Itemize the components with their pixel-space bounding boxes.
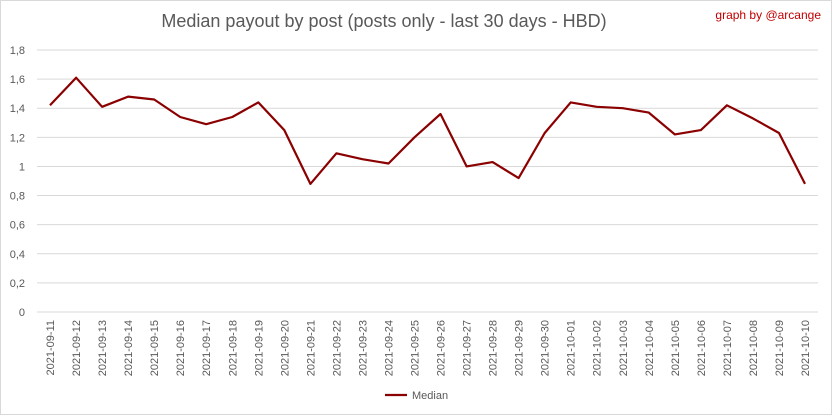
legend-label: Median <box>412 390 448 402</box>
x-tick: 2021-10-10 <box>800 320 812 376</box>
x-tick-label: 2021-09-30 <box>540 320 552 376</box>
y-tick-label: 1,6 <box>10 74 25 86</box>
x-tick-label: 2021-10-02 <box>592 320 604 376</box>
x-tick: 2021-09-20 <box>279 320 291 376</box>
y-tick-label: 0,2 <box>10 278 25 290</box>
x-tick-label: 2021-09-20 <box>279 320 291 376</box>
x-tick: 2021-09-23 <box>357 320 369 376</box>
x-tick: 2021-09-28 <box>488 320 500 376</box>
x-tick: 2021-10-02 <box>592 320 604 376</box>
x-tick: 2021-10-04 <box>644 320 656 376</box>
x-tick-label: 2021-10-07 <box>722 320 734 376</box>
x-tick-label: 2021-09-22 <box>331 320 343 376</box>
x-tick: 2021-10-05 <box>670 320 682 376</box>
legend: Median <box>385 390 448 402</box>
x-tick-label: 2021-10-05 <box>670 320 682 376</box>
x-tick: 2021-10-03 <box>618 320 630 376</box>
x-tick: 2021-09-27 <box>462 320 474 376</box>
x-tick-label: 2021-10-04 <box>644 320 656 376</box>
x-tick: 2021-09-12 <box>71 320 83 376</box>
x-tick-label: 2021-10-06 <box>696 320 708 376</box>
x-tick: 2021-09-30 <box>540 320 552 376</box>
x-tick-label: 2021-09-12 <box>71 320 83 376</box>
x-tick-label: 2021-09-14 <box>123 320 135 376</box>
x-tick: 2021-09-29 <box>514 320 526 376</box>
y-tick-label: 1,4 <box>10 103 25 115</box>
x-tick: 2021-09-26 <box>436 320 448 376</box>
y-tick-label: 0,6 <box>10 220 25 232</box>
chart-title: Median payout by post (posts only - last… <box>161 11 607 31</box>
x-tick-label: 2021-09-28 <box>488 320 500 376</box>
series-layer <box>49 76 806 185</box>
x-tick-label: 2021-10-09 <box>774 320 786 376</box>
gridlines <box>37 49 818 313</box>
y-tick-label: 1 <box>19 161 25 173</box>
x-tick: 2021-09-14 <box>123 320 135 376</box>
x-tick: 2021-09-25 <box>409 320 421 376</box>
x-tick-label: 2021-09-18 <box>227 320 239 376</box>
x-tick-label: 2021-09-16 <box>175 320 187 376</box>
x-tick-label: 2021-09-19 <box>253 320 265 376</box>
x-tick-label: 2021-09-25 <box>409 320 421 376</box>
x-tick: 2021-09-19 <box>253 320 265 376</box>
x-tick-label: 2021-10-08 <box>748 320 760 376</box>
x-tick-label: 2021-09-17 <box>201 320 213 376</box>
x-tick: 2021-09-13 <box>97 320 109 376</box>
x-tick-label: 2021-10-10 <box>800 320 812 376</box>
x-tick-label: 2021-09-13 <box>97 320 109 376</box>
y-tick-label: 1,8 <box>10 45 25 57</box>
x-tick-label: 2021-09-23 <box>357 320 369 376</box>
series-line-median <box>49 76 806 185</box>
x-tick: 2021-10-09 <box>774 320 786 376</box>
x-tick: 2021-09-21 <box>305 320 317 376</box>
x-tick: 2021-09-18 <box>227 320 239 376</box>
chart-credit: graph by @arcange <box>715 8 821 22</box>
y-axis-ticks: 0 0,2 0,4 0,6 0,8 1 1,2 1,4 1,6 1,8 <box>10 45 25 319</box>
x-tick-label: 2021-09-29 <box>514 320 526 376</box>
x-tick: 2021-09-22 <box>331 320 343 376</box>
x-tick-label: 2021-09-26 <box>436 320 448 376</box>
x-tick: 2021-10-07 <box>722 320 734 376</box>
x-tick: 2021-10-08 <box>748 320 760 376</box>
x-tick: 2021-09-17 <box>201 320 213 376</box>
y-tick-label: 0 <box>19 307 25 319</box>
x-tick: 2021-09-24 <box>383 320 395 376</box>
x-tick-label: 2021-10-01 <box>566 320 578 376</box>
x-tick-label: 2021-10-03 <box>618 320 630 376</box>
x-tick-label: 2021-09-11 <box>45 320 57 375</box>
x-tick-label: 2021-09-24 <box>383 320 395 376</box>
y-tick-label: 0,4 <box>10 249 25 261</box>
x-tick-label: 2021-09-21 <box>305 320 317 376</box>
x-tick-label: 2021-09-27 <box>462 320 474 376</box>
x-tick: 2021-10-01 <box>566 320 578 376</box>
x-tick-label: 2021-09-15 <box>149 320 161 376</box>
x-axis-ticks: 2021-09-11 2021-09-12 2021-09-13 2021-09-14… <box>45 320 812 376</box>
x-tick: 2021-09-15 <box>149 320 161 376</box>
x-tick: 2021-09-16 <box>175 320 187 376</box>
x-tick: 2021-10-06 <box>696 320 708 376</box>
y-tick-label: 1,2 <box>10 132 25 144</box>
x-tick: 2021-09-11 <box>45 320 57 375</box>
y-tick-label: 0,8 <box>10 191 25 203</box>
